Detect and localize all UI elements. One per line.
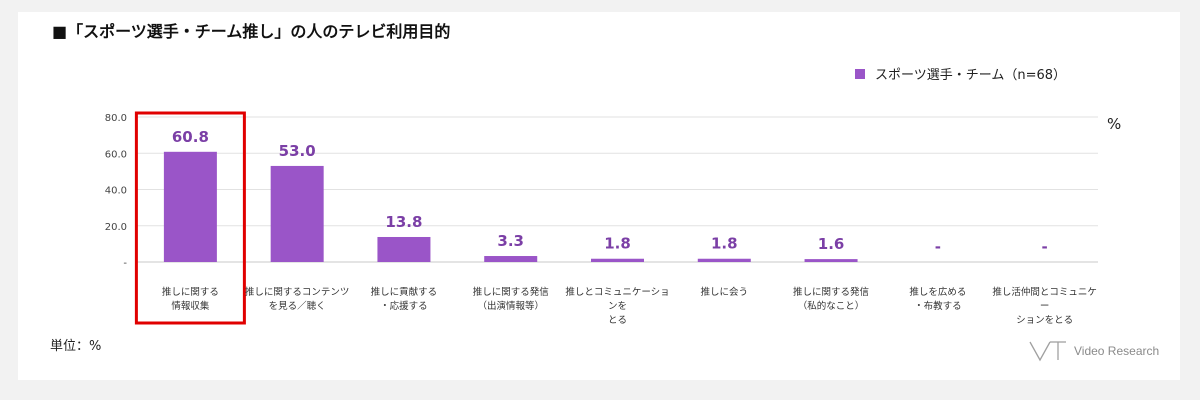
x-tick-label: 推しとコミュニケーションを とる	[565, 287, 670, 326]
data-label: 1.8	[711, 235, 738, 253]
legend: スポーツ選手・チーム（n=68）	[855, 64, 1066, 83]
x-tick-label: 推しに貢献する ・応援する	[370, 287, 438, 312]
bar	[484, 256, 538, 262]
data-label: 60.8	[172, 128, 209, 146]
bar	[163, 151, 217, 262]
bar	[697, 258, 751, 262]
data-label: -	[1041, 238, 1047, 256]
bar	[591, 258, 644, 262]
bar	[804, 259, 858, 262]
y-tick-label: 20.0	[105, 222, 127, 233]
data-label: 53.0	[279, 142, 316, 160]
vr-logo-mark-icon	[1029, 341, 1066, 362]
data-label: 1.6	[818, 235, 845, 253]
unit-note: 単位：%	[50, 339, 102, 354]
data-label: 13.8	[385, 213, 422, 231]
legend-swatch	[855, 68, 865, 79]
bar	[270, 165, 324, 262]
y-tick-label: 80.0	[105, 113, 127, 124]
data-label: 1.8	[604, 235, 631, 253]
y-tick-label: 40.0	[105, 186, 127, 197]
x-tick-label: 推しに関するコンテンツ を見る／聴く	[244, 287, 350, 312]
x-tick-label: 推し活仲間とコミュニケー ションをとる	[992, 287, 1097, 326]
legend-label: スポーツ選手・チーム（n=68）	[875, 68, 1067, 83]
x-tick-label: 推しに関する 情報収集	[161, 287, 219, 312]
x-tick-label: 推しに関する発信 （私的なこと）	[793, 287, 870, 312]
data-label: -	[935, 238, 941, 256]
chart-title: ■「スポーツ選手・チーム推し」の人のテレビ利用目的	[52, 22, 451, 41]
y-tick-label: 60.0	[105, 149, 127, 160]
x-tick-label: 推しを広める ・布教する	[909, 287, 967, 312]
x-tick-label: 推しに関する発信 （出演情報等）	[472, 287, 549, 312]
data-label: 3.3	[497, 232, 524, 250]
x-tick-label: 推しに会う	[700, 287, 749, 298]
unit-symbol: %	[1107, 115, 1122, 133]
y-tick-label: -	[123, 258, 127, 269]
highlight-box	[134, 111, 246, 325]
logo-text: Video Research	[1074, 344, 1160, 358]
bar	[377, 236, 431, 262]
video-research-logo: Video Research	[1028, 340, 1159, 362]
